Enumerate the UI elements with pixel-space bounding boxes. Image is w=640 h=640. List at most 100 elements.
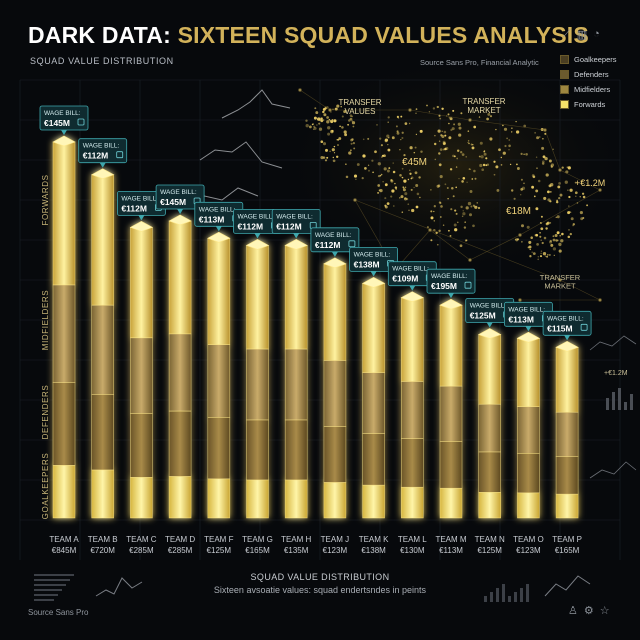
bar-segment-midfielders (439, 385, 463, 442)
bar-segment-goalkeepers (555, 493, 579, 519)
wage-bill-label: WAGE BILL: (44, 110, 81, 117)
bar-segment-defenders (362, 433, 385, 486)
bar (516, 331, 541, 519)
map-value-12: +€1.2M (575, 178, 605, 188)
wage-bill-label: WAGE BILL: (354, 251, 391, 258)
x-tick-label: TEAM L (398, 535, 427, 544)
bar-segment-midfielders (207, 344, 231, 418)
footer-title: SQUAD VALUE DISTRIBUTION (250, 572, 390, 582)
bar-segment-midfielders (555, 411, 579, 457)
wage-bill-pointer (409, 285, 416, 291)
bar-segment-defenders (284, 419, 308, 481)
legend-label: Defenders (574, 70, 609, 79)
wage-bill-pointer (99, 162, 106, 168)
bar-segment-midfielders (323, 360, 347, 427)
bar-value-label: €125M (477, 546, 502, 555)
bar (361, 277, 386, 519)
footer-right-charts (484, 575, 591, 602)
legend-label: Midfielders (574, 85, 611, 94)
wallet-icon (116, 151, 124, 159)
bar-cap (52, 135, 76, 147)
gear-icon[interactable]: ⚙ (583, 605, 594, 617)
wage-bill-callout: WAGE BILL:€195M (426, 268, 476, 299)
bar-segment-midfielders (362, 372, 385, 434)
wage-bill-value: €113M (199, 214, 225, 224)
legend-swatch (560, 55, 569, 64)
side-lines (589, 335, 637, 479)
chart-legend: Goalkeepers Defenders Midfielders Forwar… (560, 52, 617, 112)
x-tick-label: TEAM M (435, 535, 466, 544)
wage-bill-callout: WAGE BILL:€112M (310, 227, 360, 257)
bar-segment-midfielders (400, 381, 424, 439)
bar (477, 328, 502, 519)
y-axis-segments: FORWARDS MIDFIELDERS DEFENDERS GOALKEEPERS (41, 174, 50, 519)
wage-bill-label: WAGE BILL: (392, 266, 429, 273)
chart-subtitle: SQUAD VALUE DISTRIBUTION (30, 56, 174, 66)
x-tick-label: TEAM A (49, 535, 79, 544)
title-part-2: SIXTEEN SQUAD VALUES ANALYSIS (177, 22, 589, 48)
bar-segment-defenders (130, 413, 153, 478)
bar-value-label: €285M (129, 546, 154, 555)
wage-bill-label: WAGE BILL: (547, 315, 584, 322)
line-chart-icon[interactable]: ⟋ (563, 28, 571, 40)
bar-value-label: €165M (555, 546, 580, 555)
bar-value-label: €845M (52, 546, 77, 555)
bar-cap (477, 328, 502, 339)
bar-segment-forwards (517, 337, 540, 407)
bar-segment-defenders (555, 456, 579, 495)
x-tick-label: TEAM G (242, 535, 273, 544)
bar-segment-forwards (400, 297, 424, 382)
wage-bill-pointer (448, 293, 454, 299)
pie-chart-icon[interactable]: ◔ (593, 28, 600, 40)
wage-bill-value: €112M (238, 221, 264, 231)
bar-cap (361, 277, 386, 288)
bar-value-label: €125M (207, 546, 232, 555)
bar-segment-goalkeepers (130, 476, 153, 519)
bar-segment-forwards (439, 304, 463, 387)
user-icon[interactable]: ♙ (568, 605, 578, 617)
bar-segment-defenders (400, 438, 424, 488)
footer-icons: ♙ ⚙ ☆ (568, 604, 610, 617)
wage-bill-value: €109M (392, 274, 418, 284)
wage-bill-box (78, 138, 128, 164)
legend-swatch (560, 85, 569, 94)
bar-segment-goalkeepers (362, 484, 385, 519)
map-label-transfer-market-2: TRANSFER MARKET (540, 273, 581, 291)
bar (52, 135, 76, 519)
wage-bill-callout: WAGE BILL:€145M (155, 184, 205, 214)
bar-segment-defenders (91, 394, 114, 471)
bar (129, 221, 154, 519)
wage-bill-label: WAGE BILL: (276, 213, 313, 220)
wage-bill-pointer (331, 251, 338, 257)
bar-value-label: €285M (168, 546, 193, 555)
y-axis-segment-label: MIDFIELDERS (41, 290, 50, 350)
wage-bill-value: €112M (276, 221, 302, 231)
bar-segment-defenders (517, 452, 540, 494)
bar-segment-goalkeepers (284, 479, 308, 519)
side-bars (606, 388, 633, 410)
bar-cap (168, 214, 192, 226)
bar-cap (323, 257, 347, 269)
wage-bill-label: WAGE BILL: (83, 143, 120, 150)
title-part-1: DARK DATA: (28, 22, 171, 48)
y-axis-segment-label: DEFENDERS (41, 385, 50, 440)
bar-segment-forwards (168, 220, 192, 335)
x-tick-label: TEAM F (204, 535, 233, 544)
bar-chart-icon[interactable]: ▥ (576, 29, 588, 41)
world-map-dots (305, 104, 589, 261)
map-label-transfer-market: TRANSFER MARKET (462, 97, 505, 115)
bar-segment-goalkeepers (246, 479, 269, 519)
x-tick-label: TEAM N (475, 535, 505, 544)
x-tick-label: TEAM P (552, 535, 582, 544)
bar-cap (90, 168, 115, 180)
bar (400, 291, 425, 519)
bar-segment-forwards (362, 283, 385, 373)
bar-segment-forwards (52, 141, 76, 286)
bar (284, 239, 308, 519)
bar-segment-goalkeepers (323, 482, 347, 519)
wage-bill-pointer (564, 335, 571, 341)
star-icon[interactable]: ☆ (599, 605, 610, 617)
wage-bill-callout: WAGE BILL:€112M (78, 138, 128, 168)
bar (439, 298, 463, 519)
